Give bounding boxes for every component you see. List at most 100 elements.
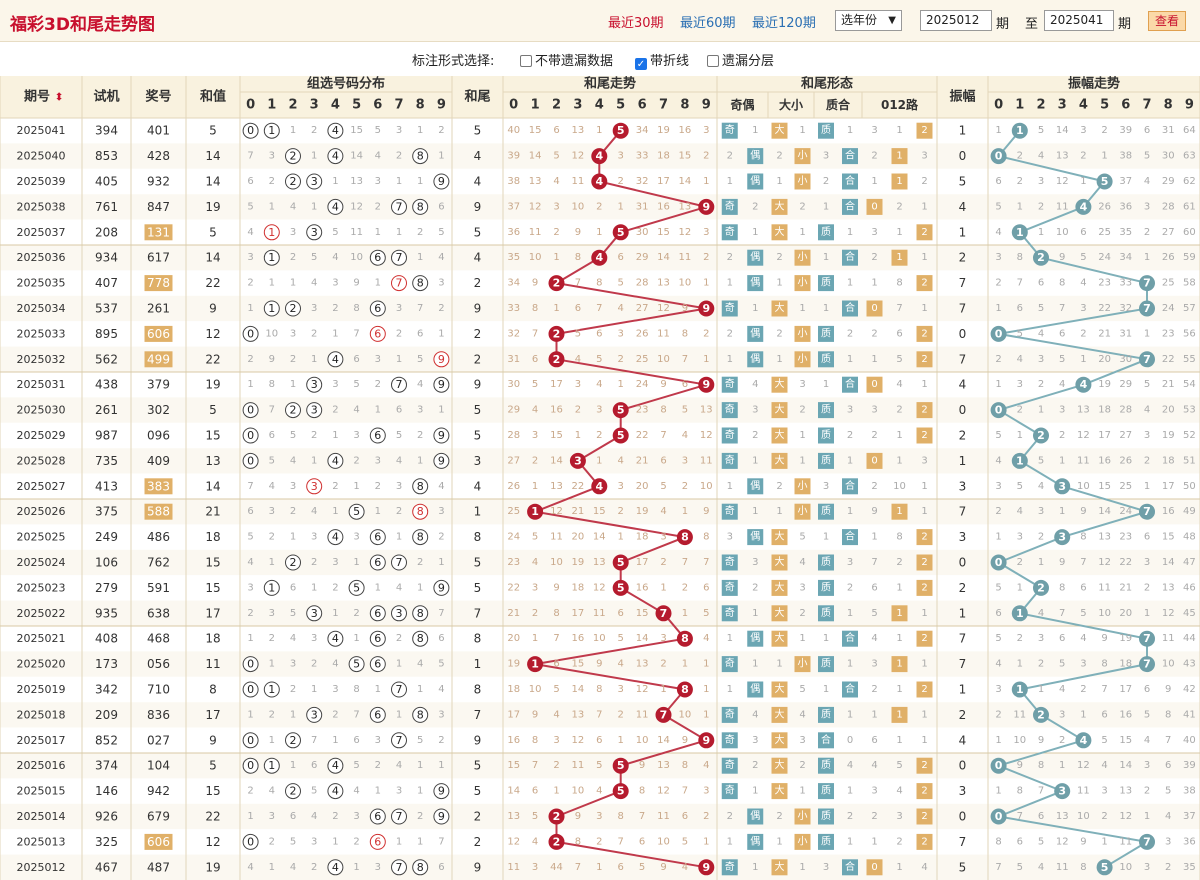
group-omission: 4: [269, 481, 275, 492]
range-120-link[interactable]: 最近120期: [752, 16, 816, 31]
amp-omission: 16: [1098, 455, 1111, 466]
tail-omission: 2: [596, 430, 602, 441]
form-omission: 1: [752, 303, 758, 314]
amp-cell: 7: [959, 632, 967, 646]
tail-omission: 10: [700, 481, 713, 492]
group-omission: 1: [438, 405, 444, 416]
group-hit-number: 6: [374, 607, 381, 620]
tail-ball-number: 9: [702, 302, 710, 315]
group-omission: 6: [247, 506, 253, 517]
amp-omission: 20: [1162, 405, 1175, 416]
tail-omission: 1: [596, 125, 602, 136]
group-omission: 5: [438, 227, 444, 238]
group-omission: 2: [353, 455, 359, 466]
tail-ball-number: 3: [574, 454, 582, 467]
range-60-link[interactable]: 最近60期: [680, 16, 736, 31]
tail-omission: 30: [507, 379, 520, 390]
tail-omission: 6: [532, 786, 538, 797]
sum-cell: 18: [205, 632, 220, 646]
prize-highlight: [144, 833, 173, 850]
tail-ball: [612, 579, 629, 596]
amp-omission: 20: [1119, 608, 1132, 619]
tail-omission: 16: [507, 735, 520, 746]
form-omission: 2: [871, 811, 877, 822]
sum-cell: 22: [205, 352, 220, 366]
group-hit-number: 3: [311, 708, 318, 721]
group-omission: 5: [438, 659, 444, 670]
tail-ball: [612, 427, 629, 444]
form-tag: [818, 325, 834, 342]
form-omission: 1: [776, 659, 782, 670]
group-omission: 7: [269, 405, 275, 416]
group-hit-number: 0: [247, 429, 254, 442]
tail-omission: 8: [575, 836, 581, 847]
form-tag: [721, 554, 738, 571]
checkbox-icon[interactable]: [520, 55, 532, 67]
period-to-input[interactable]: 2025041: [1044, 10, 1114, 31]
year-select[interactable]: 选年份 ▼: [835, 10, 902, 31]
form-tag: [747, 173, 764, 190]
form-omission: 2: [871, 252, 877, 263]
group-omission: 2: [417, 557, 423, 568]
amp-omission: 13: [1119, 786, 1132, 797]
prize-cell: 379: [147, 378, 170, 392]
tail-omission: 5: [553, 151, 559, 162]
sum-cell: 15: [205, 429, 220, 443]
tail-omission: 9: [532, 709, 538, 720]
issue-cell: 2025015: [17, 785, 66, 798]
checkbox-icon[interactable]: [707, 55, 719, 67]
amp-omission: 3: [1144, 862, 1150, 873]
tail-omission: 22: [636, 430, 649, 441]
tail-cell: 5: [474, 124, 482, 138]
form-omission: 2: [727, 151, 733, 162]
header-tail: 和尾: [464, 89, 490, 105]
issue-cell: 2025026: [17, 505, 66, 518]
group-hit: [242, 427, 259, 444]
group-omission: 2: [269, 176, 275, 187]
sum-cell: 5: [209, 225, 217, 239]
option-no-omission[interactable]: 不带遗漏数据: [520, 50, 613, 69]
tail-omission: 9: [703, 506, 709, 517]
digit-header: 6: [1121, 98, 1130, 113]
prize-cell: 638: [147, 606, 170, 620]
tail-omission: 15: [550, 430, 563, 441]
form-omission: 1: [799, 862, 805, 873]
amp-omission: 25: [1119, 481, 1132, 492]
group-omission: 4: [311, 811, 317, 822]
group-omission: 3: [332, 684, 338, 695]
amp-cell: 2: [959, 581, 967, 595]
group-omission: 4: [247, 557, 253, 568]
group-repeat-number: 1: [268, 226, 275, 239]
amp-omission: 4: [1080, 633, 1086, 644]
query-button[interactable]: 查看: [1148, 11, 1186, 31]
group-omission: 5: [247, 201, 253, 212]
group-omission: 4: [311, 506, 317, 517]
tail-omission: 7: [553, 633, 559, 644]
group-omission: 3: [396, 481, 402, 492]
tail-omission: 3: [660, 532, 666, 543]
option-polyline[interactable]: ✓ 带折线: [635, 50, 689, 70]
period-from-input[interactable]: 2025012: [920, 10, 992, 31]
amp-omission: 6: [1017, 303, 1023, 314]
range-30-link[interactable]: 最近30期: [608, 16, 664, 31]
option-layered[interactable]: 遗漏分层: [707, 50, 774, 69]
form-size-text: 大: [775, 758, 785, 771]
form-omission: 3: [799, 582, 805, 593]
tail-omission: 7: [682, 354, 688, 365]
route-tag-text: 2: [921, 836, 927, 847]
group-hit: [306, 706, 323, 723]
amp-omission: 9: [1059, 252, 1065, 263]
tail-omission: 32: [636, 176, 649, 187]
tail-omission: 1: [575, 430, 581, 441]
group-omission: 4: [290, 201, 296, 212]
amp-cell: 7: [959, 276, 967, 290]
amp-cell: 7: [959, 302, 967, 316]
checkbox-checked-icon[interactable]: ✓: [635, 58, 647, 70]
amp-omission: 14: [1162, 557, 1175, 568]
form-omission: 1: [896, 227, 902, 238]
amp-cell: 5: [959, 175, 967, 189]
group-omission: 1: [396, 659, 402, 670]
form-tag-text: 偶: [750, 174, 760, 187]
option-layered-label: 遗漏分层: [722, 54, 775, 69]
amp-omission: 1: [995, 532, 1001, 543]
